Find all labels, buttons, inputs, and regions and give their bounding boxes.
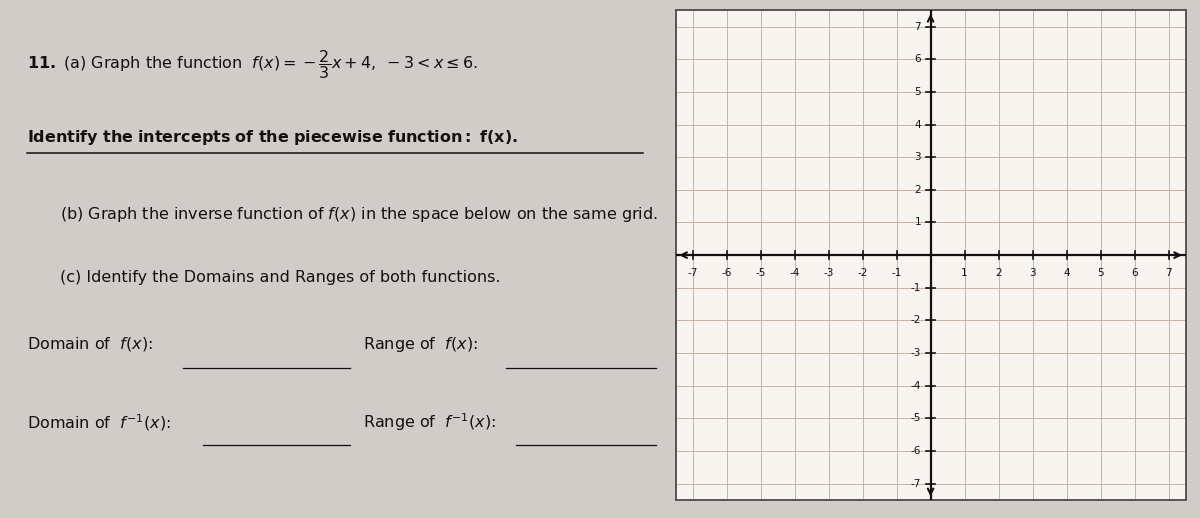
Text: 6: 6 <box>1132 267 1138 278</box>
Text: 3: 3 <box>914 152 922 162</box>
Text: -5: -5 <box>756 267 766 278</box>
Text: 2: 2 <box>995 267 1002 278</box>
Text: -4: -4 <box>790 267 799 278</box>
Text: -7: -7 <box>911 479 922 488</box>
Text: (c) Identify the Domains and Ranges of both functions.: (c) Identify the Domains and Ranges of b… <box>60 270 500 284</box>
Text: Range of  $f(x)$:: Range of $f(x)$: <box>362 335 478 354</box>
Text: (b) Graph the inverse function of $f(x)$ in the space below on the same grid.: (b) Graph the inverse function of $f(x)$… <box>60 206 658 224</box>
Text: -4: -4 <box>911 381 922 391</box>
Text: -3: -3 <box>911 348 922 358</box>
Text: -2: -2 <box>858 267 868 278</box>
Text: $\mathbf{11.}$ (a) Graph the function  $f(x)=-\dfrac{2}{3}x+4,\ -3<x\leq 6.$: $\mathbf{11.}$ (a) Graph the function $f… <box>26 48 478 81</box>
Text: 2: 2 <box>914 185 922 195</box>
Text: -1: -1 <box>911 283 922 293</box>
Text: 4: 4 <box>914 120 922 130</box>
Text: $\bf{Identify\ the\ intercepts\ of\ the\ piecewise\ function}$$\bf{:\ }$$\bf{f(x: $\bf{Identify\ the\ intercepts\ of\ the\… <box>26 128 517 147</box>
Text: Range of  $f^{-1}(x)$:: Range of $f^{-1}(x)$: <box>362 411 496 433</box>
Text: -6: -6 <box>911 446 922 456</box>
Text: 1: 1 <box>914 218 922 227</box>
Text: -2: -2 <box>911 315 922 325</box>
Text: 6: 6 <box>914 54 922 64</box>
Text: -5: -5 <box>911 413 922 423</box>
Text: -3: -3 <box>823 267 834 278</box>
Text: Domain of  $f^{-1}(x)$:: Domain of $f^{-1}(x)$: <box>26 412 170 433</box>
Text: 5: 5 <box>914 87 922 97</box>
Text: -6: -6 <box>721 267 732 278</box>
Text: 3: 3 <box>1030 267 1036 278</box>
Text: 1: 1 <box>961 267 968 278</box>
Text: 7: 7 <box>1165 267 1172 278</box>
Text: 4: 4 <box>1063 267 1070 278</box>
Text: 5: 5 <box>1097 267 1104 278</box>
Text: -1: -1 <box>892 267 901 278</box>
Text: Domain of  $f(x)$:: Domain of $f(x)$: <box>26 336 152 353</box>
Text: 7: 7 <box>914 22 922 32</box>
Text: -7: -7 <box>688 267 697 278</box>
